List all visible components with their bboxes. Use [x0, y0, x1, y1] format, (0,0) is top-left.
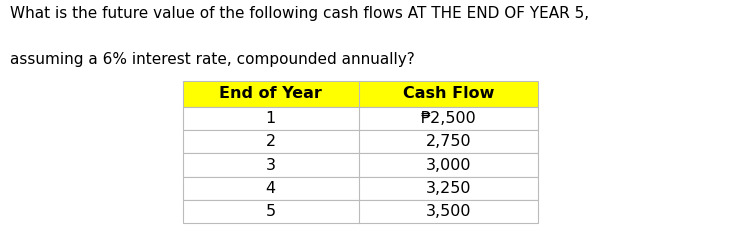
Text: 1: 1	[266, 111, 276, 126]
Text: What is the future value of the following cash flows AT THE END OF YEAR 5,: What is the future value of the followin…	[10, 6, 589, 21]
FancyBboxPatch shape	[183, 130, 538, 153]
FancyBboxPatch shape	[183, 153, 538, 177]
Text: 5: 5	[266, 204, 276, 219]
Text: 3,000: 3,000	[426, 158, 471, 173]
Text: 3,250: 3,250	[426, 181, 471, 196]
Text: Cash Flow: Cash Flow	[403, 86, 494, 101]
Text: 2,750: 2,750	[425, 134, 471, 149]
Text: ₱2,500: ₱2,500	[421, 111, 476, 126]
Text: 3: 3	[266, 158, 276, 173]
Text: 2: 2	[266, 134, 276, 149]
FancyBboxPatch shape	[183, 200, 538, 223]
Text: End of Year: End of Year	[220, 86, 322, 101]
Text: 4: 4	[266, 181, 276, 196]
Text: 3,500: 3,500	[426, 204, 471, 219]
FancyBboxPatch shape	[183, 81, 538, 107]
FancyBboxPatch shape	[183, 107, 538, 130]
Text: assuming a 6% interest rate, compounded annually?: assuming a 6% interest rate, compounded …	[10, 52, 415, 67]
FancyBboxPatch shape	[183, 177, 538, 200]
